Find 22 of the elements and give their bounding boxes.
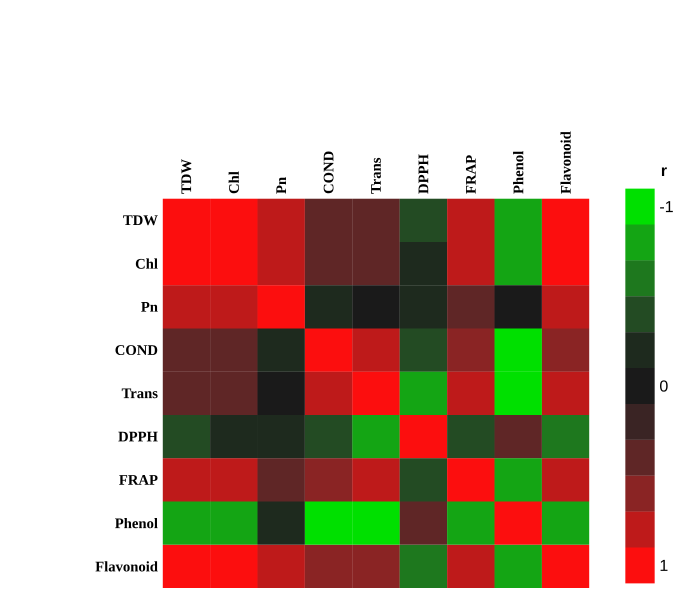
y-tick-label: FRAP xyxy=(119,474,158,485)
color-bar-label: 0 xyxy=(660,380,668,392)
x-tick-label: Phenol xyxy=(513,150,524,194)
y-tick-label: TDW xyxy=(123,215,158,226)
x-tick-label: TDW xyxy=(181,159,192,194)
y-tick-label: Flavonoid xyxy=(95,561,158,572)
x-tick-label: Pn xyxy=(276,176,286,194)
x-tick-label: Flavonoid xyxy=(560,131,571,194)
x-tick-label: DPPH xyxy=(418,154,428,194)
y-tick-label: Phenol xyxy=(115,518,158,528)
y-tick-label: Pn xyxy=(141,302,158,312)
x-tick-label: Chl xyxy=(228,171,239,194)
y-tick-label: DPPH xyxy=(118,432,158,442)
x-tick-label: FRAP xyxy=(466,155,476,194)
x-tick-label: Trans xyxy=(371,158,381,194)
y-tick-label: Chl xyxy=(136,258,158,269)
color-bar-label: 1 xyxy=(660,560,668,571)
y-tick-label: COND xyxy=(115,345,158,355)
color-bar-title: r xyxy=(662,167,667,176)
color-bar-label: -1 xyxy=(660,200,673,212)
x-tick-label: COND xyxy=(324,151,334,194)
y-tick-label: Trans xyxy=(122,388,158,398)
